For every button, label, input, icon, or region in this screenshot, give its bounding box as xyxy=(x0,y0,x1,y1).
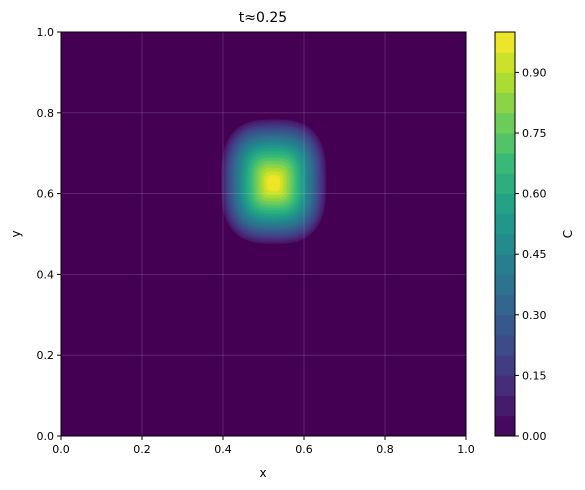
colorbar-tick-label: 0.75 xyxy=(522,127,547,140)
plot-frame xyxy=(60,31,467,437)
colorbar-band xyxy=(495,314,515,336)
colorbar-band xyxy=(495,213,515,235)
y-tick-label: 0.8 xyxy=(37,107,55,120)
colorbar-band xyxy=(495,72,515,93)
plot-area xyxy=(60,31,467,437)
colorbar-tick-label: 0.60 xyxy=(522,188,547,201)
x-tick-label: 0.8 xyxy=(376,443,394,456)
y-tick-label: 0.4 xyxy=(37,268,55,281)
x-tick-label: 0.6 xyxy=(295,443,313,456)
x-tick-label: 0.4 xyxy=(214,443,232,456)
contour-band xyxy=(266,175,281,192)
colorbar-band xyxy=(495,335,515,356)
colorbar-band xyxy=(495,395,515,417)
x-tick-label: 0.2 xyxy=(133,443,151,456)
colorbar-band xyxy=(495,52,515,73)
y-axis-label: y xyxy=(9,230,23,237)
y-tick-label: 0.6 xyxy=(37,188,55,201)
colorbar-band xyxy=(495,274,515,295)
x-axis: 0.0 0.2 0.4 0.6 0.8 1.0 xyxy=(52,436,475,456)
colorbar-label: C xyxy=(561,230,575,238)
y-tick-label: 1.0 xyxy=(37,26,55,39)
colorbar-band xyxy=(495,415,515,437)
y-tick-label: 0.0 xyxy=(37,430,55,443)
y-tick-label: 0.2 xyxy=(37,349,55,362)
colorbar-tick-label: 0.15 xyxy=(522,369,547,382)
colorbar-band xyxy=(495,375,515,396)
colorbar-band xyxy=(495,32,515,53)
colorbar-frame xyxy=(494,31,516,437)
colorbar-bands xyxy=(495,32,515,437)
colorbar-band xyxy=(495,294,515,316)
colorbar-band xyxy=(495,355,515,376)
x-axis-label: x xyxy=(259,466,266,480)
colorbar-band xyxy=(495,133,515,154)
colorbar-ticks: 0.00 0.15 0.30 0.45 0.60 0.75 0.90 xyxy=(515,66,547,443)
contour-layer xyxy=(221,119,327,244)
colorbar-band xyxy=(495,234,515,255)
colorbar-band xyxy=(495,153,515,174)
colorbar-band xyxy=(495,254,515,275)
colorbar-band xyxy=(495,193,515,215)
colorbar-tick-label: 0.00 xyxy=(522,430,547,443)
x-tick-label: 0.0 xyxy=(52,443,70,456)
colorbar-band xyxy=(495,173,515,194)
colorbar: 0.00 0.15 0.30 0.45 0.60 0.75 0.90 C xyxy=(494,31,575,443)
colorbar-band xyxy=(495,112,515,134)
colorbar-tick-label: 0.45 xyxy=(522,248,547,261)
y-axis: 0.0 0.2 0.4 0.6 0.8 1.0 xyxy=(37,26,61,443)
colorbar-tick-label: 0.90 xyxy=(522,66,547,79)
x-tick-label: 1.0 xyxy=(457,443,475,456)
colorbar-tick-label: 0.30 xyxy=(522,309,547,322)
colorbar-band xyxy=(495,92,515,114)
chart-title: t≈0.25 xyxy=(239,10,287,26)
